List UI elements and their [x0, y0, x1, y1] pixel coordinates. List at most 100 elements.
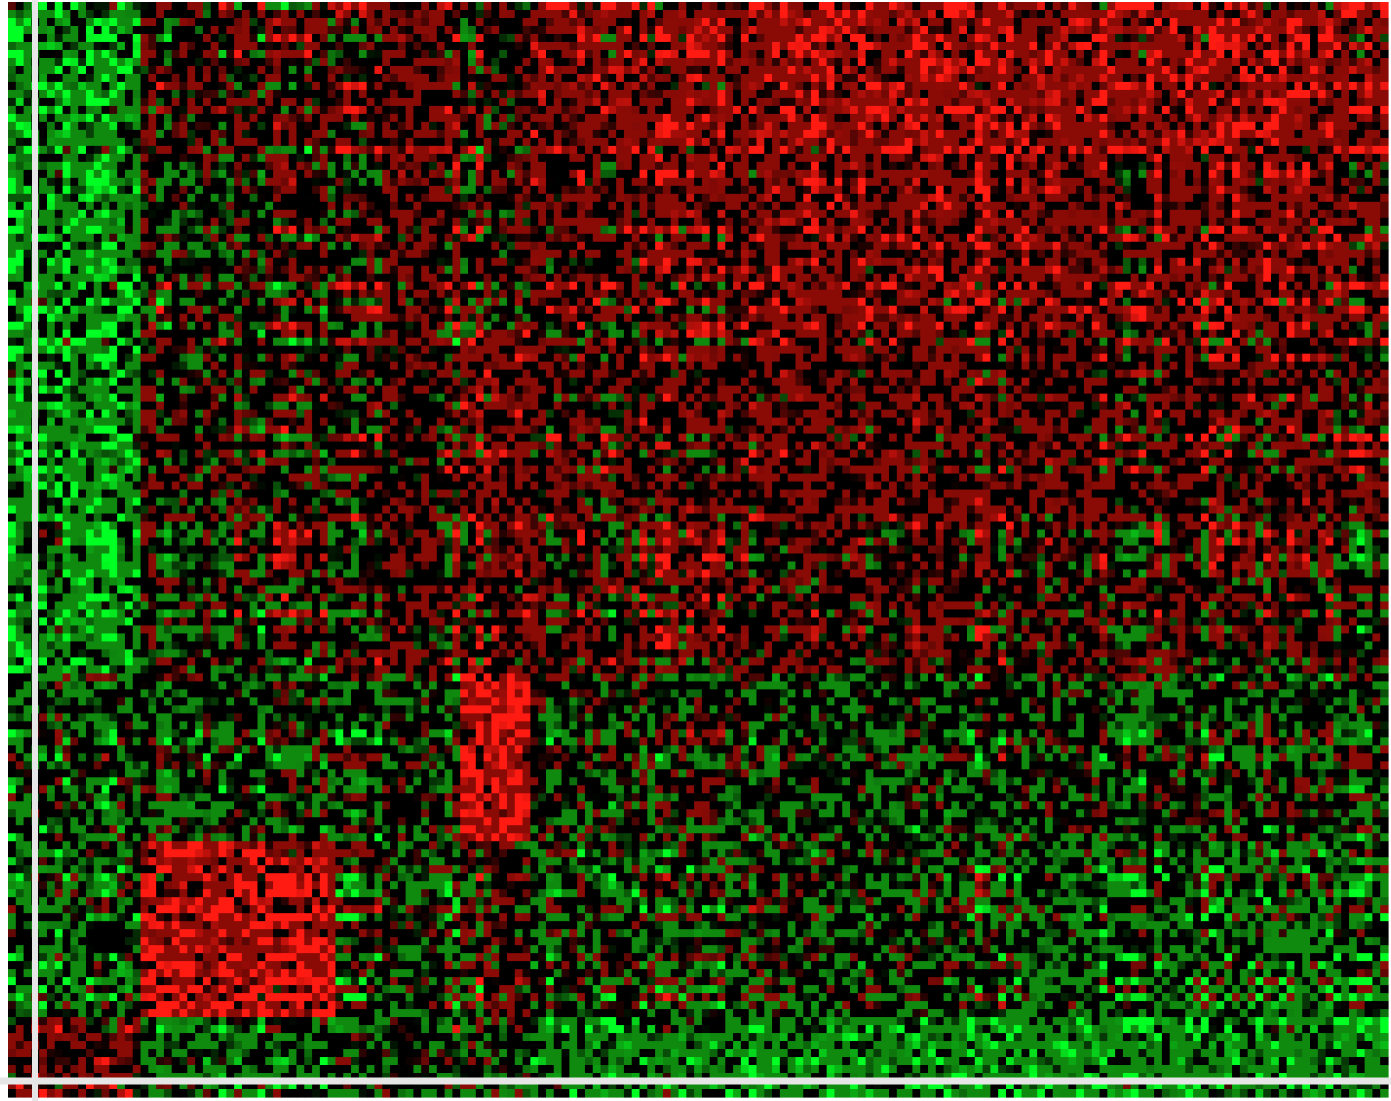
heatmap-cell [671, 2, 679, 11]
heatmap-cell [219, 2, 227, 11]
heatmap-cell [1029, 10, 1037, 19]
heatmap-cell [593, 2, 601, 11]
heatmap-cell [1232, 146, 1240, 155]
heatmap-cell [398, 90, 406, 99]
heatmap-cell [920, 42, 928, 51]
heatmap-cell [203, 138, 211, 147]
heatmap-cell [936, 202, 944, 211]
heatmap-cell [538, 98, 546, 107]
heatmap-cell [936, 122, 944, 131]
heatmap-cell [468, 218, 476, 227]
heatmap-cell [1076, 74, 1084, 83]
heatmap-cell [593, 98, 601, 107]
heatmap-cell [1076, 50, 1084, 59]
heatmap-cell [780, 202, 788, 211]
heatmap-cell [959, 18, 967, 27]
heatmap-cell [117, 202, 125, 211]
heatmap-cell [811, 34, 819, 43]
heatmap-cell [702, 122, 710, 131]
heatmap-cell [1045, 138, 1053, 147]
heatmap-cell [1232, 26, 1240, 35]
heatmap-cell [764, 162, 772, 171]
heatmap-cell [834, 74, 842, 83]
heatmap-cell [515, 90, 523, 99]
heatmap-cell [1380, 10, 1388, 19]
heatmap-cell [515, 186, 523, 195]
heatmap-cell [367, 162, 375, 171]
heatmap-cell [1326, 202, 1334, 211]
heatmap-cell [499, 218, 507, 227]
heatmap-cell [460, 58, 468, 67]
heatmap-cell [756, 170, 764, 179]
heatmap-cell [1287, 90, 1295, 99]
heatmap-cell [663, 138, 671, 147]
heatmap-cell [1139, 186, 1147, 195]
heatmap-cell [998, 82, 1006, 91]
heatmap-cell [1224, 170, 1232, 179]
heatmap-cell [312, 106, 320, 115]
heatmap-cell [226, 90, 234, 99]
heatmap-cell [1162, 66, 1170, 75]
heatmap-cell [234, 18, 242, 27]
heatmap-cell [1131, 162, 1139, 171]
heatmap-cell [148, 18, 156, 27]
heatmap-cell [94, 82, 102, 91]
heatmap-cell [133, 66, 141, 75]
heatmap-cell [920, 218, 928, 227]
heatmap-cell [1209, 218, 1217, 227]
heatmap-cell [257, 130, 265, 139]
heatmap-cell [1177, 106, 1185, 115]
heatmap-cell [1310, 130, 1318, 139]
heatmap-cell [889, 10, 897, 19]
heatmap-cell [203, 162, 211, 171]
heatmap-cell [398, 66, 406, 75]
heatmap-cell [78, 194, 86, 203]
heatmap-cell [1372, 10, 1380, 19]
heatmap-cell [367, 106, 375, 115]
heatmap-cell [679, 202, 687, 211]
heatmap-cell [1123, 202, 1131, 211]
heatmap-cell [1022, 178, 1030, 187]
heatmap-cell [647, 114, 655, 123]
heatmap-cell [1177, 90, 1185, 99]
heatmap-cell [507, 186, 515, 195]
heatmap-cell [1029, 194, 1037, 203]
heatmap-cell [1326, 130, 1334, 139]
heatmap-cell [1185, 146, 1193, 155]
heatmap-cell [515, 50, 523, 59]
heatmap-cell [125, 26, 133, 35]
heatmap-cell [655, 186, 663, 195]
heatmap-cell [476, 18, 484, 27]
heatmap-cell [1107, 58, 1115, 67]
heatmap-cell [484, 122, 492, 131]
heatmap-cell [1318, 146, 1326, 155]
heatmap-cell [141, 154, 149, 163]
heatmap-cell [905, 18, 913, 27]
heatmap-cell [803, 194, 811, 203]
heatmap-cell [679, 50, 687, 59]
heatmap-cell [1037, 186, 1045, 195]
heatmap-cell [257, 114, 265, 123]
heatmap-cell [1131, 2, 1139, 11]
heatmap-cell [320, 194, 328, 203]
heatmap-cell [1177, 162, 1185, 171]
heatmap-cell [928, 186, 936, 195]
heatmap-cell [1154, 154, 1162, 163]
heatmap-cell [102, 10, 110, 19]
heatmap-cell [881, 186, 889, 195]
heatmap-cell [546, 50, 554, 59]
heatmap-cell [187, 74, 195, 83]
heatmap-cell [55, 194, 63, 203]
heatmap-cell [148, 26, 156, 35]
heatmap-cell [320, 138, 328, 147]
heatmap-cell [398, 106, 406, 115]
heatmap-cell [1154, 74, 1162, 83]
heatmap-cell [1162, 90, 1170, 99]
heatmap-cell [1294, 162, 1302, 171]
heatmap-cell [1139, 138, 1147, 147]
heatmap-cell [491, 50, 499, 59]
heatmap-cell [1170, 146, 1178, 155]
heatmap-cell [967, 154, 975, 163]
heatmap-cell [546, 74, 554, 83]
heatmap-cell [273, 194, 281, 203]
